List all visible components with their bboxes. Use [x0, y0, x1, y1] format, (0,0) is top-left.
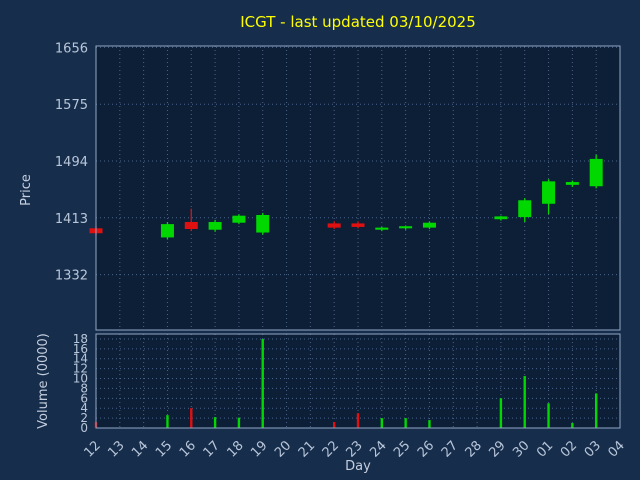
candle-body: [422, 222, 436, 228]
candle-body: [160, 224, 174, 238]
candle-body: [518, 200, 532, 218]
x-tick-label: 17: [201, 438, 223, 460]
price-tick-label: 1332: [55, 269, 88, 284]
x-tick-label: 02: [558, 438, 580, 460]
volume-tick-label: 16: [73, 342, 88, 356]
x-tick-label: 01: [534, 438, 556, 460]
price-tick-label: 1575: [55, 98, 88, 113]
volume-tick-label: 4: [80, 401, 88, 415]
x-tick-label: 14: [129, 438, 151, 460]
candle-body: [327, 223, 341, 228]
x-tick-label: 20: [272, 438, 294, 460]
candles-and-volume-bars: [89, 154, 603, 428]
candle-body: [184, 222, 198, 230]
candle-body: [232, 215, 246, 223]
candle-body: [565, 182, 579, 185]
x-tick-label: 03: [582, 438, 604, 460]
chart-title: ICGT - last updated 03/10/2025: [240, 13, 476, 31]
candle-body: [399, 226, 413, 229]
x-tick-label: 24: [367, 438, 389, 460]
candle-body: [375, 227, 389, 230]
price-tick-label: 1494: [55, 155, 88, 170]
candle-body: [256, 214, 270, 233]
volume-axis-label: Volume (0000): [36, 333, 51, 429]
x-axis-label: Day: [345, 459, 371, 474]
volume-tick-label: 0: [80, 421, 88, 435]
candle-body: [351, 223, 365, 227]
volume-tick-label: 8: [80, 381, 88, 395]
x-tick-label: 26: [415, 438, 437, 460]
x-tick-label: 28: [463, 438, 485, 460]
candle-body: [494, 216, 508, 220]
candle-body: [589, 158, 603, 187]
price-tick-label: 1413: [55, 212, 88, 227]
volume-tick-label: 12: [73, 362, 88, 376]
x-tick-label: 23: [344, 438, 366, 460]
x-tick-label: 04: [606, 438, 628, 460]
volume-tick-label: 18: [73, 332, 88, 346]
x-tick-label: 30: [510, 438, 532, 460]
price-axis-label: Price: [19, 174, 34, 206]
volume-tick-label: 14: [73, 352, 88, 366]
x-tick-label: 18: [224, 438, 246, 460]
x-tick-label: 21: [296, 438, 318, 460]
candle-body: [208, 222, 222, 230]
volume-tick-label: 10: [73, 372, 88, 386]
x-tick-label: 15: [153, 438, 175, 460]
x-tick-label: 29: [486, 438, 508, 460]
x-tick-label: 16: [177, 438, 199, 460]
panel-borders: [95, 45, 621, 429]
x-tick-label: 13: [105, 438, 127, 460]
x-tick-label: 19: [248, 438, 270, 460]
x-tick-label: 22: [320, 438, 342, 460]
volume-tick-label: 6: [80, 391, 88, 405]
price-tick-label: 1656: [55, 41, 88, 56]
volume-tick-label: 2: [80, 411, 88, 425]
x-tick-label: 27: [439, 438, 461, 460]
x-tick-label: 12: [82, 438, 104, 460]
candle-body: [542, 181, 556, 204]
x-tick-label: 25: [391, 438, 413, 460]
